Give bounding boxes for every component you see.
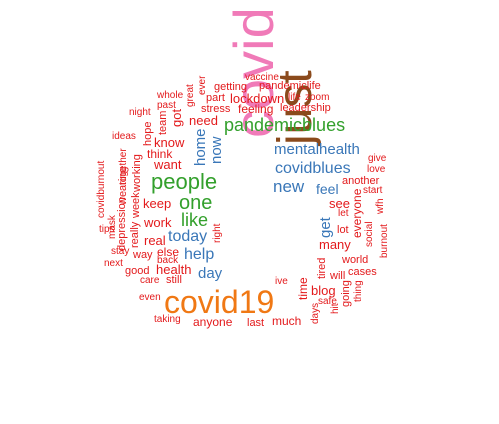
word: stay — [111, 246, 130, 257]
word: covid19 — [164, 284, 275, 320]
word: life — [288, 92, 301, 103]
word: feel — [316, 181, 339, 197]
word: next — [104, 258, 123, 269]
word: right — [212, 223, 223, 243]
word: love — [367, 164, 386, 175]
word: way — [133, 249, 153, 261]
word: mentalhealth — [274, 141, 360, 158]
word: leadership — [280, 102, 331, 114]
word: home — [192, 128, 209, 166]
word: world — [342, 254, 369, 266]
word: ive — [275, 276, 288, 287]
word: burnout — [379, 224, 390, 258]
word: know — [154, 135, 185, 150]
word: time — [296, 277, 310, 300]
word: back — [157, 255, 179, 266]
word: depression — [116, 197, 128, 251]
word: much — [272, 314, 302, 328]
word: lot — [337, 224, 349, 236]
word: vaccine — [245, 72, 279, 83]
word: social — [364, 221, 375, 247]
word: together — [118, 148, 129, 185]
word: will — [330, 270, 346, 282]
word: even — [139, 292, 161, 303]
word: got — [169, 108, 184, 127]
word: new — [273, 177, 305, 196]
word: part — [206, 92, 225, 104]
word: ideas — [112, 131, 136, 142]
word: last — [247, 317, 265, 329]
word: need — [189, 113, 218, 128]
word: good — [125, 265, 150, 277]
word: still — [166, 274, 182, 286]
word: thing — [353, 280, 364, 302]
word: like — [181, 210, 209, 230]
word: everyone — [350, 188, 364, 238]
word: else — [157, 245, 180, 259]
word: health — [156, 262, 192, 277]
word: zoom — [305, 92, 330, 103]
word: whole — [157, 90, 184, 101]
word: feeling — [238, 102, 274, 116]
word: safe — [318, 296, 337, 307]
word: let — [338, 208, 349, 219]
word: people — [151, 169, 218, 194]
word: tips — [99, 224, 115, 235]
word: give — [368, 153, 387, 164]
word: care — [140, 275, 160, 286]
word: pandemicblues — [224, 115, 346, 135]
word: day — [198, 265, 223, 282]
word: covidburnout — [96, 160, 107, 218]
word: going — [340, 280, 352, 307]
word: working — [131, 154, 143, 192]
word: work — [144, 215, 172, 230]
word: blog — [311, 283, 336, 298]
word: today — [168, 228, 208, 245]
word: help — [184, 246, 215, 263]
word: team — [157, 110, 169, 135]
word: real — [144, 233, 166, 248]
word: start — [363, 185, 383, 196]
word: lockdown — [230, 91, 285, 106]
word: stress — [201, 103, 231, 115]
word: one — [179, 192, 213, 214]
word: getting — [214, 81, 248, 93]
word: another — [342, 175, 380, 187]
word: night — [129, 107, 151, 118]
word: now — [208, 136, 225, 164]
word: many — [319, 237, 351, 252]
word: covidblues — [275, 160, 351, 177]
word: great — [185, 84, 196, 107]
word: think — [147, 147, 173, 161]
word: week — [130, 192, 142, 218]
word: really — [129, 221, 141, 248]
word: keep — [143, 196, 172, 211]
word: hit — [330, 303, 341, 314]
word: cases — [348, 266, 377, 278]
word: see — [329, 196, 350, 211]
word: mask — [107, 215, 118, 239]
word: wfh — [375, 198, 386, 214]
word: days — [310, 302, 321, 324]
word: taking — [154, 314, 181, 325]
word: get — [317, 217, 334, 238]
word: hope — [142, 121, 154, 146]
word: anyone — [193, 315, 233, 329]
word: tired — [316, 257, 328, 279]
word: want — [154, 157, 182, 172]
word: pandemiclife — [259, 80, 321, 92]
word: past — [157, 100, 176, 111]
